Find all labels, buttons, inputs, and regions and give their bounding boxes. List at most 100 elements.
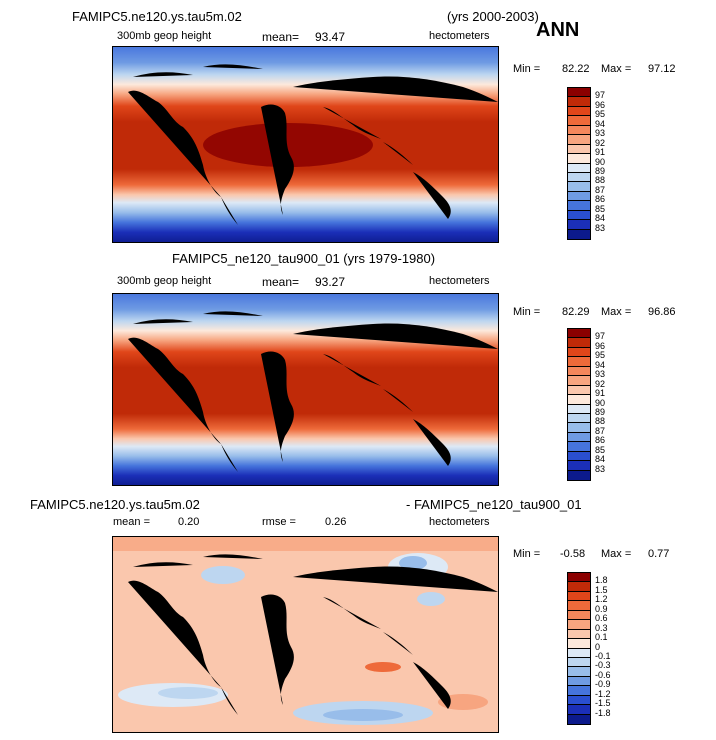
colorbar-swatch	[568, 648, 590, 658]
colorbar-swatch	[568, 591, 590, 602]
season-label: ANN	[536, 19, 580, 41]
colorbar-swatch	[568, 423, 590, 433]
colorbar-tick-label: 92	[595, 378, 606, 389]
colorbar-tick-label: 92	[595, 137, 606, 148]
panel2-min-label: Min =	[513, 306, 541, 318]
colorbar-tick-label: 1.8	[595, 575, 608, 586]
panel2-variable: 300mb geop height	[117, 275, 212, 287]
colorbar-swatch	[568, 229, 590, 239]
colorbar-tick-label: 88	[595, 175, 606, 186]
colorbar-tick-label: 0.6	[595, 613, 608, 624]
colorbar-tick-label: -0.9	[595, 679, 611, 690]
colorbar-tick-label: 91	[595, 147, 606, 158]
colorbar-swatch	[568, 695, 590, 706]
colorbar-tick-label: -1.8	[595, 707, 611, 718]
colorbar-tick-label: 94	[595, 118, 606, 129]
colorbar-swatch	[568, 657, 590, 668]
coastlines-1	[128, 64, 498, 225]
colorbar-tick-label: -1.2	[595, 688, 611, 699]
colorbar-swatch	[568, 135, 590, 145]
colorbar-tick-label: 89	[595, 406, 606, 417]
colorbar-tick-label: 91	[595, 388, 606, 399]
case-title-top: FAMIPC5.ne120.ys.tau5m.02	[72, 9, 242, 24]
colorbar-swatch	[568, 163, 590, 173]
colorbar-swatch	[568, 470, 590, 480]
colorbar-tick-label: 83	[595, 463, 606, 474]
colorbar-swatch	[568, 582, 590, 592]
panel3-min-label: Min =	[513, 548, 541, 560]
colorbar-swatch	[568, 432, 590, 443]
panel3-max-label: Max =	[601, 548, 632, 560]
colorbar-swatch	[568, 106, 590, 117]
colorbar-swatch	[568, 686, 590, 696]
colorbar-swatch	[568, 610, 590, 621]
colorbar-tick-label: 87	[595, 425, 606, 436]
panel3-mean-value: 0.20	[178, 516, 200, 528]
colorbar-tick-label: 0.3	[595, 622, 608, 633]
colorbar-tick-label: 1.5	[595, 584, 608, 595]
colorbar-swatch	[568, 461, 590, 471]
colorbar-swatch	[568, 125, 590, 136]
colorbar-tick-label: 95	[595, 109, 606, 120]
colorbar-swatch	[568, 220, 590, 230]
colorbar-tick-label: 84	[595, 213, 606, 224]
panel3-title-left: FAMIPC5.ne120.ys.tau5m.02	[30, 497, 200, 512]
colorbar-tick-label: 87	[595, 184, 606, 195]
colorbar-tick-label: 95	[595, 350, 606, 361]
panel2-title: FAMIPC5_ne120_tau900_01 (yrs 1979-1980)	[172, 251, 436, 266]
panel2-units: hectometers	[429, 275, 490, 287]
coastlines-2	[128, 311, 498, 472]
colorbar-tick-label: 86	[595, 435, 606, 446]
colorbar-tick-label: 90	[595, 156, 606, 167]
colorbar-swatch	[568, 329, 590, 339]
colorbar-swatch	[568, 357, 590, 367]
colorbar-tick-label: 85	[595, 444, 606, 455]
map-panel-2	[112, 293, 499, 486]
map-panel-3	[112, 536, 499, 733]
colorbar-tick-label: 97	[595, 90, 606, 101]
colorbar-swatch	[568, 451, 590, 462]
colorbar-swatch	[568, 201, 590, 211]
panel3-rmse-value: 0.26	[325, 516, 347, 528]
colorbar-tick-label: 93	[595, 369, 606, 380]
panel3-rmse-label: rmse =	[262, 516, 296, 528]
colorbar-tick-label: 88	[595, 416, 606, 427]
colorbar-1	[567, 87, 591, 240]
map-panel-1	[112, 46, 499, 243]
colorbar-swatch	[568, 667, 590, 677]
coastlines-3	[128, 554, 498, 715]
colorbar-swatch	[568, 404, 590, 414]
panel3-max-value: 0.77	[648, 548, 670, 560]
panel1-mean-value: 93.47	[315, 30, 346, 44]
colorbar-swatch	[568, 629, 590, 640]
colorbar-swatch	[568, 154, 590, 164]
colorbar-swatch	[568, 573, 590, 583]
panel2-max-label: Max =	[601, 306, 632, 318]
colorbar-swatch	[568, 338, 590, 348]
colorbar-swatch	[568, 376, 590, 386]
panel2-mean-value: 93.27	[315, 275, 346, 289]
colorbar-tick-label: -0.6	[595, 669, 611, 680]
colorbar-swatch	[568, 705, 590, 715]
panel3-min-value: -0.58	[560, 548, 586, 560]
panel3-mean-label: mean =	[113, 516, 150, 528]
colorbar-swatch	[568, 413, 590, 424]
panel1-max-value: 97.12	[648, 63, 676, 75]
colorbar-swatch	[568, 182, 590, 192]
panel2-max-value: 96.86	[648, 306, 676, 318]
panel3-title-right: - FAMIPC5_ne120_tau900_01	[406, 497, 582, 512]
colorbar-tick-label: 0.9	[595, 603, 608, 614]
colorbar-tick-label: -1.5	[595, 698, 611, 709]
colorbar-swatch	[568, 97, 590, 107]
colorbar-swatch	[568, 620, 590, 630]
colorbar-swatch	[568, 639, 590, 649]
panel1-mean-label: mean=	[262, 30, 300, 44]
colorbar-tick-label: 97	[595, 331, 606, 342]
panel2-mean-label: mean=	[262, 275, 300, 289]
colorbar-swatch	[568, 385, 590, 396]
colorbar-swatch	[568, 172, 590, 183]
colorbar-swatch	[568, 210, 590, 221]
years-top: (yrs 2000-2003)	[447, 9, 539, 24]
colorbar-2	[567, 328, 591, 481]
panel1-min-value: 82.22	[562, 63, 590, 75]
